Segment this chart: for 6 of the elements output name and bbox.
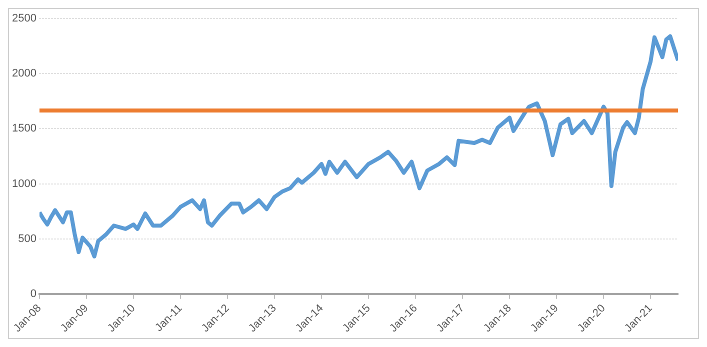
y-tick-label: 500 bbox=[18, 232, 36, 245]
y-tick-label: 2500 bbox=[12, 12, 36, 25]
y-tick-label: 1500 bbox=[12, 122, 36, 135]
y-tick-label: 2000 bbox=[12, 68, 36, 80]
y-tick-label: 0 bbox=[30, 288, 36, 300]
y-tick-label: 1000 bbox=[12, 178, 36, 190]
